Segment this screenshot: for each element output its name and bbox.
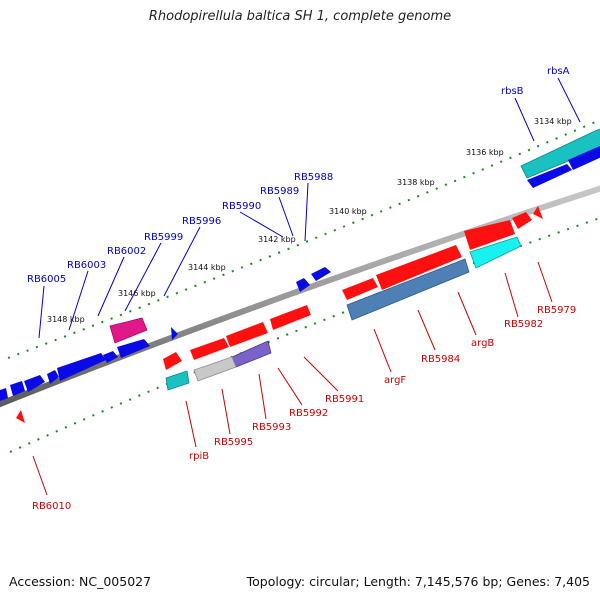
gene-label: rpiB — [189, 451, 209, 462]
topology-summary: Topology: circular; Length: 7,145,576 bp… — [246, 574, 590, 589]
gene-RB6005[interactable] — [47, 370, 59, 384]
gene-RB6010[interactable] — [16, 410, 25, 423]
reverse-leaders — [32, 261, 553, 496]
gene-label: RB6003 — [67, 260, 106, 271]
gene-label: argB — [471, 338, 494, 349]
reverse-gene-labels: RB5979 RB5982 argB RB5984 argF RB5991 RB… — [32, 305, 576, 512]
gene-RB5988[interactable] — [311, 267, 331, 281]
gene-rbsA[interactable] — [520, 127, 600, 179]
gene-RB6002[interactable] — [117, 339, 150, 358]
gene-label: RB6005 — [27, 274, 66, 285]
scale-tick-label: 3134 kbp — [534, 117, 572, 126]
scale-tick-label: 3142 kbp — [258, 235, 296, 244]
gene-label: RB5991 — [325, 394, 364, 405]
gene-label: RB5999 — [144, 232, 183, 243]
gene-label: RB5979 — [537, 305, 576, 316]
scale-tick-label: 3146 kbp — [118, 289, 156, 298]
gene-label: RB5993 — [252, 422, 291, 433]
forward-gene-labels: rbsA rbsB RB5988 RB5989 RB5990 RB5996 RB… — [27, 66, 570, 285]
forward-features — [0, 127, 600, 401]
gene-rpiB[interactable] — [165, 370, 190, 391]
scale-tick-label: 3136 kbp — [466, 148, 504, 157]
gene-label: RB5992 — [289, 408, 328, 419]
gene-RB5991[interactable] — [270, 305, 311, 330]
gene-RB5995[interactable] — [193, 356, 237, 382]
gene-RB5989[interactable] — [296, 278, 310, 292]
gene-RB5999[interactable] — [109, 317, 148, 344]
gene-label: RB6002 — [107, 246, 146, 257]
gene-RB5982-b[interactable] — [469, 236, 522, 269]
gene-label: RB5996 — [182, 216, 221, 227]
scale-tick-label: 3140 kbp — [329, 207, 367, 216]
gene-label: RB6010 — [32, 501, 71, 512]
gene-rbsB-2[interactable] — [568, 146, 600, 170]
gene-RB5998[interactable] — [171, 327, 178, 340]
reverse-features — [16, 206, 543, 423]
gene-label: rbsA — [547, 66, 570, 77]
scale-tick-label: 3138 kbp — [397, 178, 435, 187]
scale-labels: 3134 kbp 3136 kbp 3138 kbp 3140 kbp 3142… — [47, 117, 572, 324]
gene-argB[interactable] — [464, 220, 515, 250]
accession-text: Accession: NC_005027 — [9, 574, 152, 589]
gene-RB5982-a[interactable] — [512, 212, 532, 229]
forward-leaders — [38, 77, 581, 339]
gene-RB6003[interactable] — [57, 353, 106, 381]
gene-RB5979[interactable] — [533, 206, 543, 219]
scale-tick-label: 3144 kbp — [188, 263, 226, 272]
gene-label: RB5984 — [421, 354, 460, 365]
gene-argF[interactable] — [346, 258, 470, 321]
gene-RB5992[interactable] — [226, 322, 268, 347]
gene-RB5993[interactable] — [231, 340, 272, 368]
scale-tick-label: 3148 kbp — [47, 315, 85, 324]
forward-scale-track — [7, 119, 600, 359]
gene-RB6004[interactable] — [103, 351, 118, 363]
gene-rbsB[interactable] — [527, 164, 572, 188]
gene-RB6008[interactable] — [0, 388, 8, 401]
genome-backbone — [0, 185, 600, 408]
gene-RB5992b[interactable] — [190, 338, 229, 360]
gene-label: rbsB — [501, 86, 524, 97]
gene-label: argF — [384, 375, 406, 386]
gene-label: RB5988 — [294, 172, 333, 183]
gene-label: RB5982 — [504, 319, 543, 330]
gene-RB5996r[interactable] — [163, 352, 182, 370]
map-title: Rhodopirellula baltica SH 1, complete ge… — [148, 9, 452, 24]
gene-RB6007[interactable] — [10, 381, 25, 396]
gene-label: RB5989 — [260, 186, 299, 197]
gene-RB5985[interactable] — [342, 278, 378, 300]
gene-RB5984[interactable] — [376, 245, 462, 290]
gene-label: RB5995 — [214, 437, 253, 448]
gene-label: RB5990 — [222, 201, 261, 212]
gene-RB6006[interactable] — [24, 375, 45, 392]
